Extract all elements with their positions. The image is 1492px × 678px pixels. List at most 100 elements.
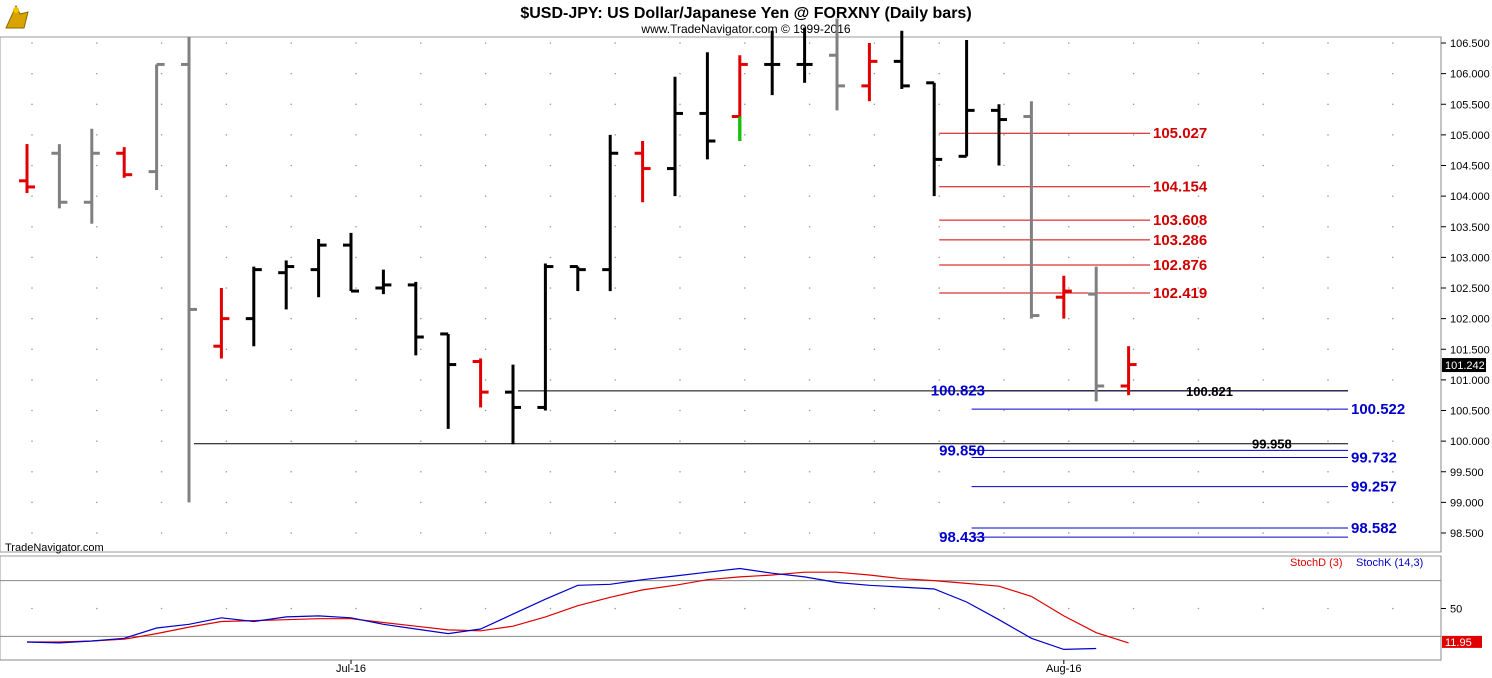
- ohlc-bar: [829, 18, 845, 111]
- level-label: 105.027: [1153, 125, 1207, 142]
- level-label: 103.286: [1153, 232, 1207, 249]
- grid-dot: [549, 317, 552, 320]
- grid-dot: [31, 42, 33, 44]
- y-tick-label: 106.500: [1450, 38, 1490, 50]
- grid-dot: [1068, 225, 1070, 228]
- grid-dot: [96, 134, 98, 136]
- grid-dot: [355, 607, 357, 610]
- grid-dot: [744, 348, 746, 351]
- grid-dot: [484, 287, 487, 289]
- grid-dot: [1327, 440, 1329, 442]
- grid-dot: [1327, 409, 1329, 412]
- grid-dot: [938, 42, 940, 44]
- grid-dot: [1003, 409, 1005, 412]
- grid-dot: [1392, 72, 1394, 75]
- ohlc-bar: [569, 265, 586, 292]
- grid-dot: [549, 470, 552, 473]
- grid-dot: [679, 134, 681, 136]
- grid-dot: [1132, 607, 1135, 610]
- grid-dot: [355, 440, 357, 442]
- grid-dot: [614, 256, 616, 259]
- grid-dot: [744, 195, 746, 197]
- grid-dot: [614, 607, 616, 610]
- grid-dot: [873, 409, 876, 412]
- grid-dot: [290, 134, 293, 136]
- grid-dot: [1327, 287, 1329, 289]
- grid-dot: [1327, 348, 1329, 351]
- grid-dot: [31, 532, 33, 534]
- grid-dot: [549, 532, 552, 534]
- grid-dot: [160, 440, 163, 442]
- grid-dot: [225, 256, 228, 259]
- grid-dot: [549, 42, 552, 44]
- grid-dot: [1262, 532, 1264, 534]
- grid-dot: [1327, 103, 1329, 106]
- grid-dot: [290, 42, 293, 44]
- grid-dot: [1262, 103, 1264, 106]
- grid-dot: [31, 195, 33, 197]
- y-tick-label: 101.500: [1450, 344, 1490, 356]
- grid-dot: [1132, 72, 1135, 75]
- grid-dot: [549, 103, 552, 106]
- y-tick-label: 106.000: [1450, 69, 1490, 81]
- grid-dot: [31, 440, 33, 442]
- grid-dot: [744, 409, 746, 412]
- grid-dots: [31, 42, 1394, 534]
- grid-dot: [549, 164, 552, 167]
- grid-dot: [1392, 287, 1394, 289]
- grid-dot: [1327, 317, 1329, 320]
- grid-dot: [1003, 164, 1005, 167]
- grid-dot: [290, 195, 293, 197]
- grid-dot: [1132, 379, 1135, 381]
- grid-dot: [614, 379, 616, 381]
- price-axis: 106.500 106.000 105.500 105.000 104.500 104.0…: [1440, 37, 1492, 552]
- y-tick-label: 101.000: [1450, 375, 1490, 387]
- grid-dot: [873, 532, 876, 534]
- grid-dot: [1392, 103, 1394, 106]
- grid-dot: [614, 195, 616, 197]
- grid-dot: [484, 348, 487, 351]
- grid-dot: [225, 607, 228, 610]
- grid-dot: [420, 317, 422, 320]
- grid-dot: [1003, 607, 1005, 610]
- grid-dot: [614, 164, 616, 167]
- grid-dot: [1197, 440, 1200, 442]
- y-tick-label: 105.000: [1450, 130, 1490, 142]
- grid-dot: [484, 72, 487, 75]
- grid-dot: [160, 164, 163, 167]
- grid-dot: [873, 134, 876, 136]
- grid-dot: [549, 72, 552, 75]
- y-tick-label: 102.500: [1450, 283, 1490, 295]
- last-price-box: [1442, 358, 1486, 373]
- grid-dot: [484, 440, 487, 442]
- grid-dot: [160, 409, 163, 412]
- grid-dot: [96, 164, 98, 167]
- grid-dot: [1262, 195, 1264, 197]
- level-label: 99.257: [1351, 479, 1397, 496]
- grid-dot: [1262, 470, 1264, 473]
- grid-dot: [225, 72, 228, 75]
- grid-dot: [549, 225, 552, 228]
- grid-dot: [614, 134, 616, 136]
- grid-dot: [484, 195, 487, 197]
- grid-dot: [1327, 195, 1329, 197]
- grid-dot: [1132, 134, 1135, 136]
- ohlc-bar: [343, 232, 359, 293]
- grid-dot: [96, 72, 98, 75]
- grid-dot: [1262, 287, 1264, 289]
- grid-dot: [160, 195, 163, 197]
- grid-dot: [1392, 164, 1394, 167]
- grid-dot: [225, 532, 228, 534]
- grid-dot: [290, 164, 293, 167]
- grid-dot: [420, 72, 422, 75]
- grid-dot: [938, 440, 940, 442]
- grid-dot: [420, 103, 422, 106]
- grid-dot: [355, 287, 357, 289]
- grid-dot: [614, 440, 616, 442]
- level-label: 99.732: [1351, 450, 1397, 467]
- grid-dot: [938, 103, 940, 106]
- grid-dot: [484, 256, 487, 259]
- grid-dot: [420, 195, 422, 197]
- grid-dot: [31, 607, 33, 610]
- grid-dot: [549, 287, 552, 289]
